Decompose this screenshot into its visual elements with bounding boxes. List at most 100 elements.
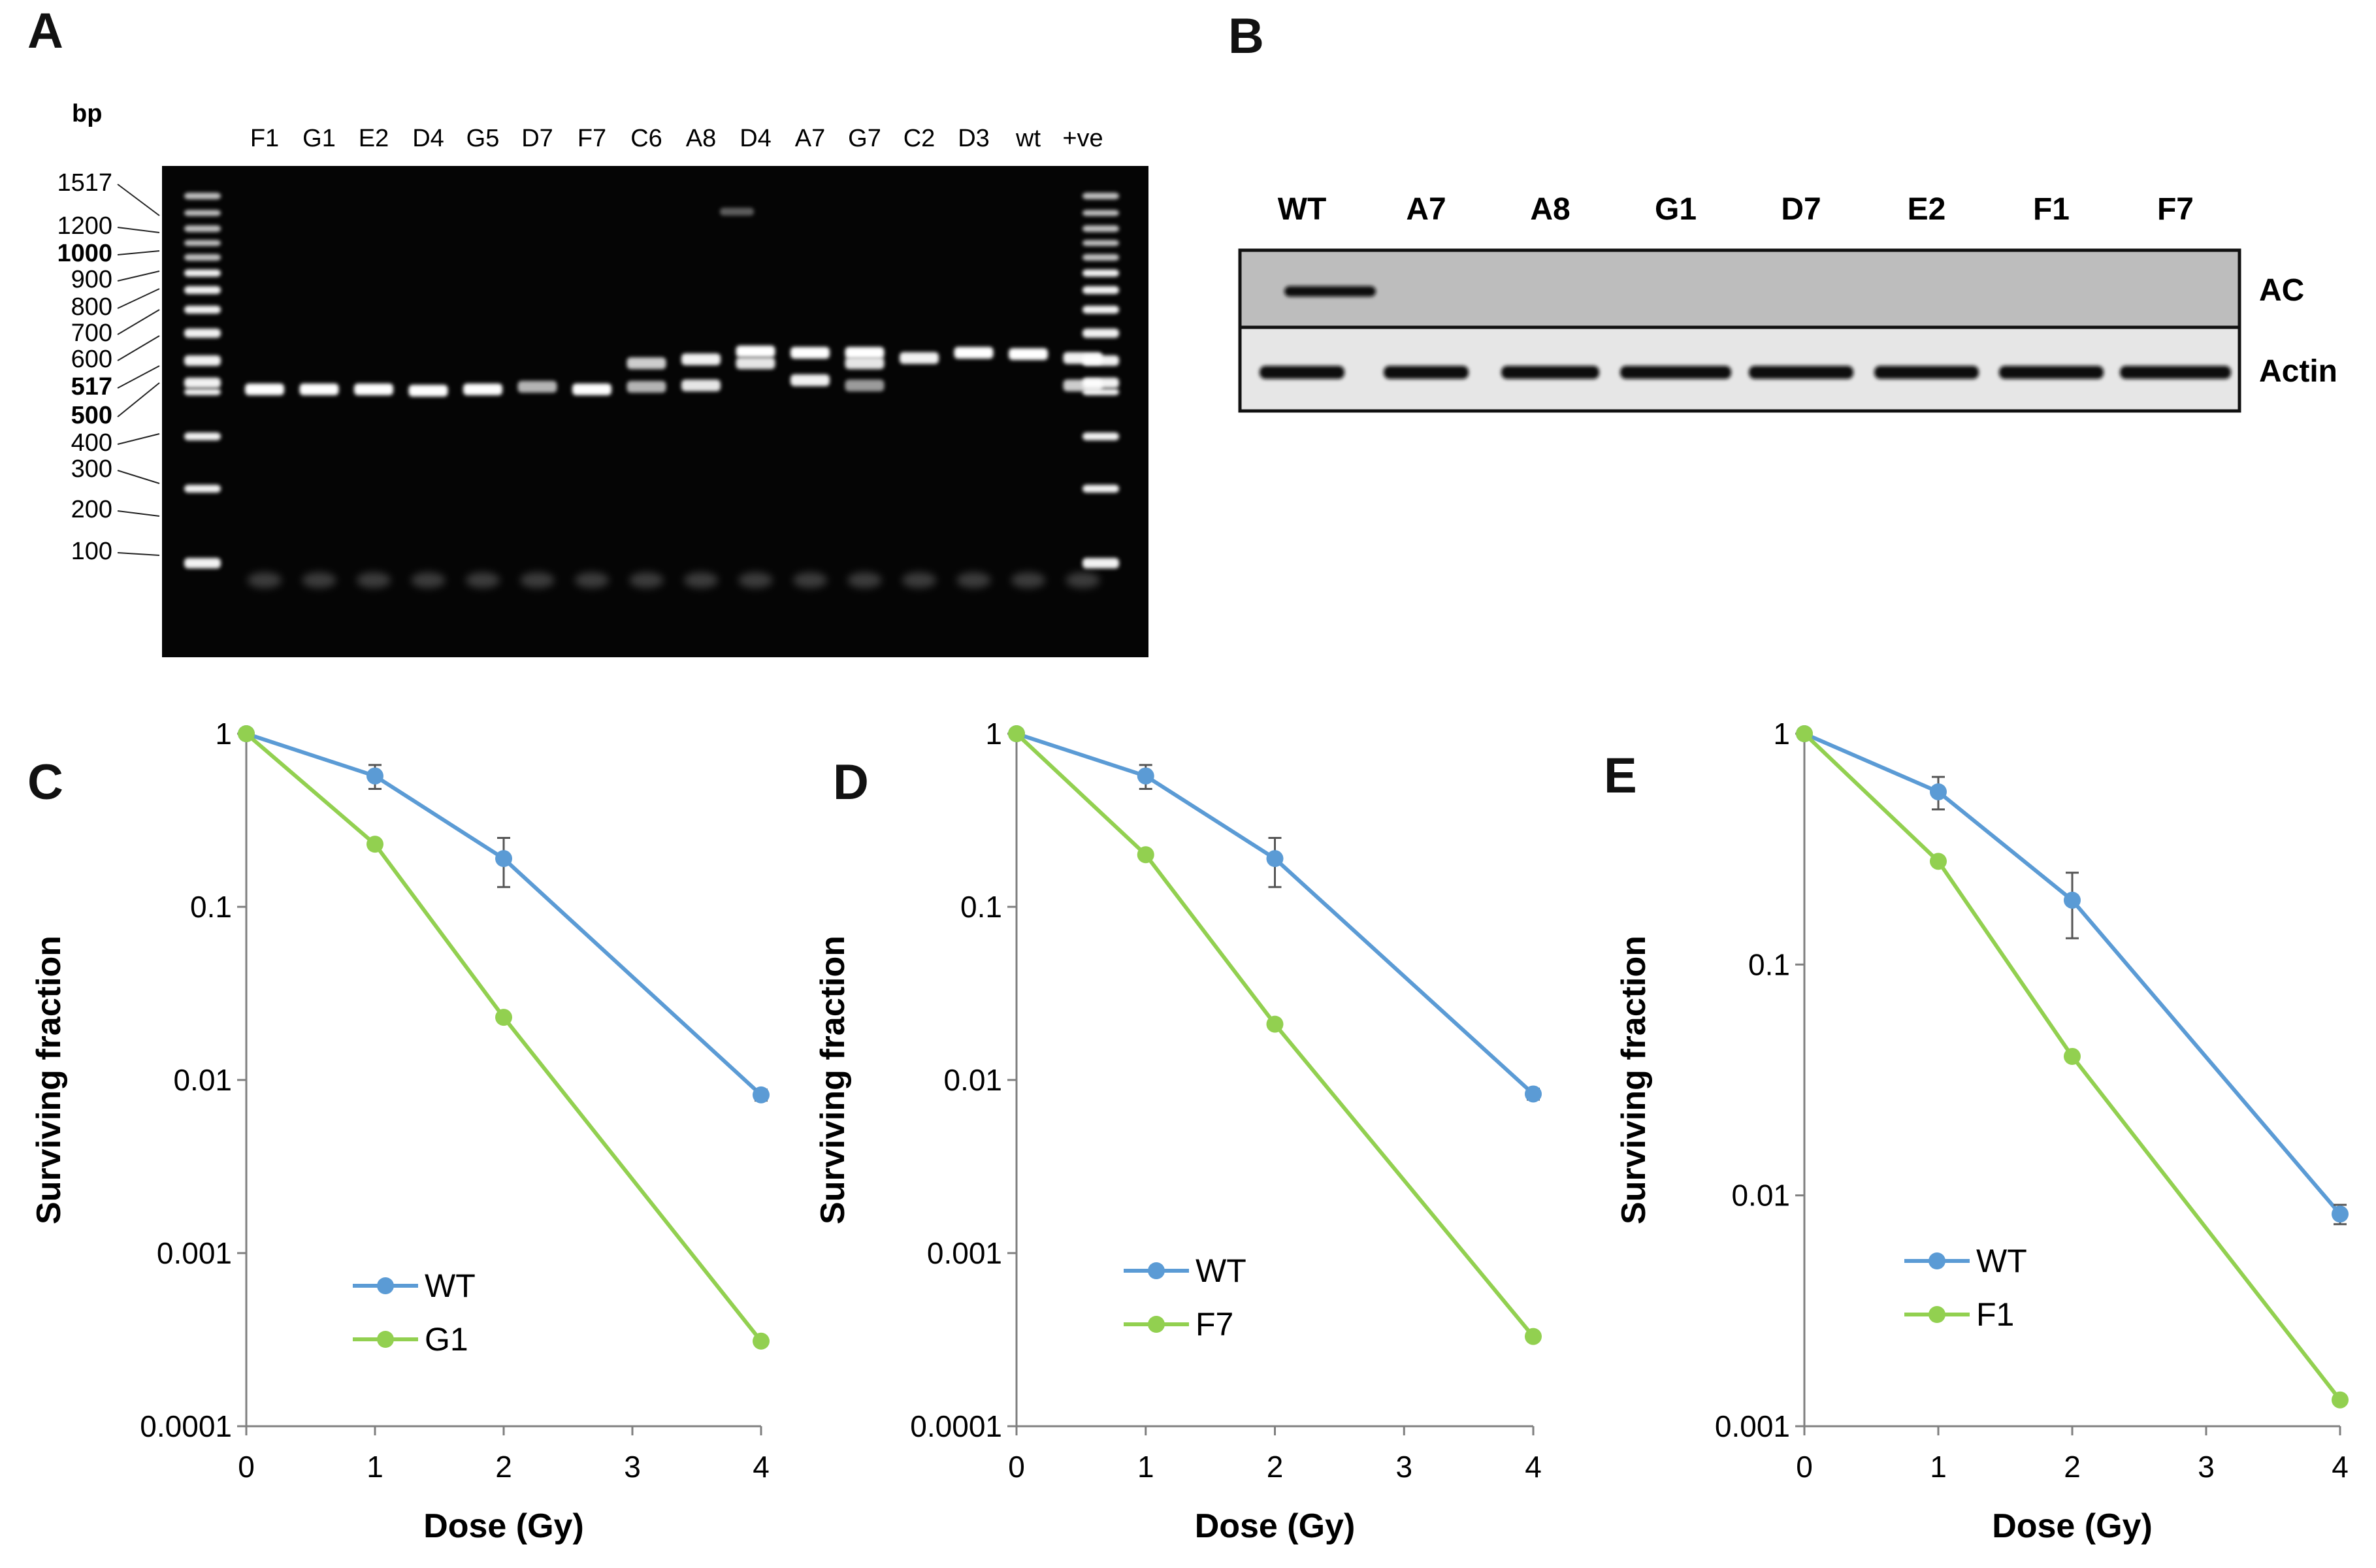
gel-lane-label: D4 [412, 125, 444, 152]
primer-dimer-smear [738, 572, 773, 588]
ladder-band [184, 269, 221, 277]
gel-lane-label: E2 [359, 125, 389, 152]
sample-band [1009, 348, 1048, 360]
y-tick-label: 0.0001 [140, 1409, 232, 1443]
sample-band [845, 347, 885, 359]
sample-band [790, 347, 830, 359]
ladder-size-label: 200 [71, 496, 112, 523]
series-line-wt [246, 732, 763, 1097]
blot-band-actin [1620, 366, 1731, 379]
panel-d-letter: D [833, 755, 869, 810]
ladder-band [1082, 558, 1119, 568]
sample-band [245, 384, 284, 395]
gel-lane-label: F1 [250, 125, 279, 152]
ladder-band [184, 558, 221, 568]
ladder-band [184, 485, 221, 493]
primer-dimer-smear [956, 572, 991, 588]
legend-label: G1 [425, 1321, 468, 1358]
ladder-band [184, 306, 221, 314]
blot-band-actin [1999, 366, 2104, 379]
sample-band [954, 347, 994, 359]
x-tick-label: 4 [753, 1450, 770, 1484]
ladder-band [184, 329, 221, 338]
data-point-wt [2332, 1205, 2349, 1223]
blot-frame [1238, 248, 2241, 413]
y-tick-label: 0.01 [1731, 1179, 1790, 1213]
x-axis-label: Dose (Gy) [1992, 1507, 2153, 1545]
legend-swatch-marker [377, 1331, 394, 1348]
ladder-pointer-line [117, 382, 160, 417]
blot-band-actin [2120, 366, 2231, 379]
sample-band [681, 353, 721, 365]
gel-lane-label: D7 [521, 125, 553, 152]
sample-band [627, 381, 666, 393]
ladder-pointer-line [117, 552, 160, 556]
data-point-f7 [1525, 1328, 1542, 1345]
blot-ac-strip [1240, 252, 2239, 326]
x-axis-label: Dose (Gy) [1195, 1507, 1356, 1545]
ladder-band [184, 210, 221, 216]
gel-lane-label: G5 [466, 125, 500, 152]
legend-swatch-marker [1148, 1262, 1165, 1279]
primer-dimer-smear [302, 572, 336, 588]
sample-band [681, 380, 721, 391]
sample-band [1063, 352, 1103, 364]
primer-dimer-smear [1011, 572, 1045, 588]
ladder-size-label: 400 [71, 429, 112, 457]
ladder-size-label: 517 [71, 373, 112, 400]
data-point-g1 [238, 725, 255, 742]
data-point-g1 [495, 1009, 512, 1026]
gel-bands [184, 193, 1119, 588]
x-tick-label: 3 [2198, 1450, 2215, 1484]
data-point-wt [366, 767, 383, 785]
gel-lane-label: C6 [630, 125, 662, 152]
primer-dimer-smear [902, 572, 936, 588]
x-tick-label: 2 [2064, 1450, 2081, 1484]
blot-band-actin [1260, 366, 1344, 379]
y-tick-label: 0.1 [190, 890, 232, 924]
blot-band-actin [1874, 366, 1979, 379]
data-point-wt [1525, 1085, 1542, 1103]
ladder-size-label: 600 [71, 346, 112, 373]
bp-unit-label: bp [72, 100, 102, 127]
x-tick-label: 4 [2332, 1450, 2349, 1484]
sample-band [463, 384, 502, 395]
blot-band-actin [1384, 366, 1469, 379]
primer-dimer-smear [629, 572, 664, 588]
ladder-band [184, 254, 221, 261]
ladder-band [184, 355, 221, 366]
primer-dimer-smear [248, 572, 282, 588]
sample-band [845, 380, 885, 391]
x-tick-label: 0 [238, 1450, 255, 1484]
y-tick-label: 0.001 [927, 1236, 1002, 1270]
sample-band-faint [720, 208, 754, 216]
x-axis-label: Dose (Gy) [423, 1507, 584, 1545]
y-tick-label: 0.001 [1715, 1409, 1790, 1443]
blot-row-label-ac: AC [2259, 273, 2304, 308]
legend-label: WT [425, 1267, 476, 1304]
ladder-band [1082, 254, 1119, 261]
ladder-band [184, 433, 221, 440]
ladder-band [1082, 193, 1119, 199]
sample-band [900, 352, 939, 364]
primer-dimer-smear [357, 572, 391, 588]
ladder-band [1082, 286, 1119, 294]
legend-swatch-marker [1928, 1306, 1945, 1323]
ladder-band [1082, 485, 1119, 493]
x-tick-label: 4 [1525, 1450, 1542, 1484]
ladder-band [1082, 329, 1119, 338]
y-axis-label: Surviving fraction [30, 936, 68, 1224]
series-line-wt [1016, 732, 1535, 1096]
y-tick-label: 1 [985, 717, 1002, 751]
sample-band [299, 384, 339, 395]
ladder-band [1082, 240, 1119, 246]
sample-band [845, 357, 885, 369]
ladder-pointer-line [117, 335, 160, 361]
data-point-wt [1137, 767, 1154, 785]
gel-lane-label: C2 [903, 125, 936, 152]
data-point-f7 [1266, 1015, 1284, 1033]
gel-lane-label: G7 [848, 125, 881, 152]
